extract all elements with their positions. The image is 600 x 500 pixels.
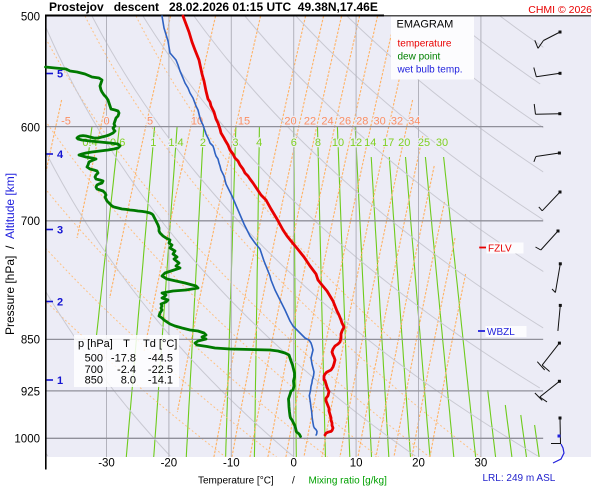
svg-text:850: 850 bbox=[21, 335, 40, 347]
svg-text:8.0: 8.0 bbox=[121, 375, 136, 387]
svg-text:20: 20 bbox=[412, 458, 425, 470]
svg-text:-5: -5 bbox=[61, 116, 71, 128]
svg-text:4: 4 bbox=[256, 137, 262, 149]
svg-text:T: T bbox=[123, 338, 130, 350]
svg-text:30: 30 bbox=[373, 116, 385, 128]
svg-text:10: 10 bbox=[350, 458, 363, 470]
svg-text:-2.4: -2.4 bbox=[117, 364, 136, 376]
svg-text:20: 20 bbox=[284, 116, 296, 128]
svg-text:32: 32 bbox=[391, 116, 403, 128]
svg-text:Prostejov descent 28.02.20: Prostejov descent 28.02.2026 01:15 UTC 4… bbox=[49, 0, 378, 14]
svg-text:22: 22 bbox=[304, 116, 316, 128]
svg-text:-14.1: -14.1 bbox=[148, 375, 173, 387]
svg-text:10: 10 bbox=[332, 137, 344, 149]
svg-text:-10: -10 bbox=[223, 458, 240, 470]
svg-text:LRL: 249 m ASL: LRL: 249 m ASL bbox=[483, 473, 556, 484]
svg-text:4: 4 bbox=[57, 149, 64, 161]
svg-text:2: 2 bbox=[57, 297, 63, 309]
svg-text:-44.5: -44.5 bbox=[148, 353, 173, 365]
svg-text:0: 0 bbox=[290, 458, 296, 470]
svg-text:500: 500 bbox=[85, 353, 103, 365]
svg-text:1: 1 bbox=[150, 137, 156, 149]
svg-text:/: / bbox=[292, 476, 295, 487]
svg-text:14: 14 bbox=[364, 137, 376, 149]
svg-text:1000: 1000 bbox=[14, 434, 40, 446]
svg-text:Pressure [hPa] / Altitude [k: Pressure [hPa] / Altitude [km] bbox=[3, 173, 17, 335]
svg-text:-22.5: -22.5 bbox=[148, 364, 173, 376]
svg-text:CHMI © 2026: CHMI © 2026 bbox=[528, 4, 592, 16]
svg-text:3: 3 bbox=[232, 137, 238, 149]
svg-text:3: 3 bbox=[57, 225, 63, 237]
svg-text:30: 30 bbox=[475, 458, 488, 470]
svg-text:FZLV: FZLV bbox=[488, 244, 512, 255]
svg-text:925: 925 bbox=[21, 387, 40, 399]
svg-text:30: 30 bbox=[436, 137, 448, 149]
svg-text:15: 15 bbox=[238, 116, 250, 128]
svg-text:8: 8 bbox=[315, 137, 321, 149]
svg-text:17: 17 bbox=[382, 137, 394, 149]
svg-text:Td [°C]: Td [°C] bbox=[143, 338, 177, 350]
svg-text:26: 26 bbox=[339, 116, 351, 128]
svg-text:600: 600 bbox=[21, 123, 40, 135]
svg-text:12: 12 bbox=[350, 137, 362, 149]
svg-text:25: 25 bbox=[418, 137, 430, 149]
svg-text:1.4: 1.4 bbox=[168, 137, 183, 149]
svg-text:Temperature [°C]: Temperature [°C] bbox=[198, 476, 274, 487]
svg-text:700: 700 bbox=[85, 364, 103, 376]
svg-text:WBZL: WBZL bbox=[487, 327, 515, 338]
svg-text:-20: -20 bbox=[161, 458, 178, 470]
svg-text:5: 5 bbox=[57, 69, 63, 81]
svg-text:28: 28 bbox=[356, 116, 368, 128]
svg-text:20: 20 bbox=[398, 137, 410, 149]
svg-text:850: 850 bbox=[85, 375, 103, 387]
svg-text:500: 500 bbox=[21, 12, 40, 24]
svg-text:6: 6 bbox=[291, 137, 297, 149]
svg-text:wet bulb temp.: wet bulb temp. bbox=[397, 65, 463, 76]
svg-text:-17.8: -17.8 bbox=[111, 353, 136, 365]
svg-text:2: 2 bbox=[200, 137, 206, 149]
svg-text:24: 24 bbox=[321, 116, 333, 128]
svg-text:1: 1 bbox=[57, 375, 63, 387]
svg-text:Mixing ratio [g/kg]: Mixing ratio [g/kg] bbox=[309, 476, 388, 487]
svg-text:-30: -30 bbox=[98, 458, 115, 470]
svg-text:p [hPa]: p [hPa] bbox=[78, 338, 113, 350]
svg-text:EMAGRAM: EMAGRAM bbox=[397, 19, 454, 31]
svg-text:dew point: dew point bbox=[398, 52, 441, 63]
svg-text:temperature: temperature bbox=[398, 39, 452, 50]
svg-text:700: 700 bbox=[21, 216, 40, 228]
svg-text:0: 0 bbox=[103, 116, 109, 128]
svg-text:5: 5 bbox=[147, 116, 153, 128]
svg-text:34: 34 bbox=[408, 116, 420, 128]
